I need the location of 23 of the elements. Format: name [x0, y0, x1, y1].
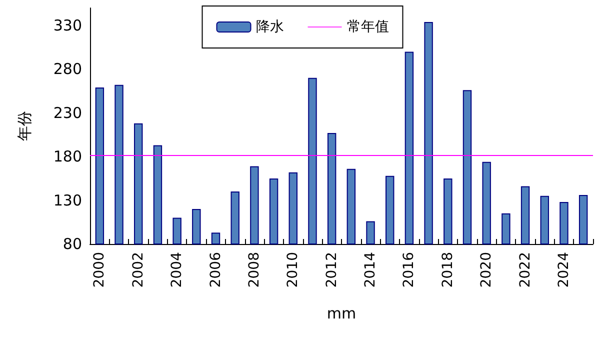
y-tick-label: 180 [53, 148, 82, 166]
x-tick-label: 2020 [478, 252, 495, 288]
x-tick-label: 2024 [556, 252, 572, 288]
y-axis-title: 年份 [16, 111, 34, 141]
x-tick-label: 2008 [246, 252, 262, 288]
x-tick-label: 2014 [362, 252, 379, 288]
x-tick-label: 2016 [401, 252, 418, 288]
x-tick-label: 2006 [208, 252, 224, 288]
legend-label: 常年值 [346, 19, 389, 35]
x-tick-label: 2004 [169, 252, 186, 288]
x-tick-label: 2018 [440, 252, 456, 288]
y-tick-label: 230 [53, 104, 82, 122]
x-tick-label: 2012 [324, 252, 340, 288]
y-tick-label: 330 [53, 16, 82, 34]
x-axis-title: mm [326, 304, 356, 322]
y-tick-label: 280 [53, 60, 82, 78]
y-tick-label: 80 [62, 235, 82, 253]
x-tick-label: 2002 [130, 252, 146, 288]
x-tick-label: 2000 [92, 252, 108, 288]
legend-label: 降水 [256, 19, 284, 35]
x-tick-label: 2022 [517, 252, 534, 288]
y-tick-label: 130 [53, 191, 82, 210]
x-tick-label: 2010 [285, 252, 302, 288]
